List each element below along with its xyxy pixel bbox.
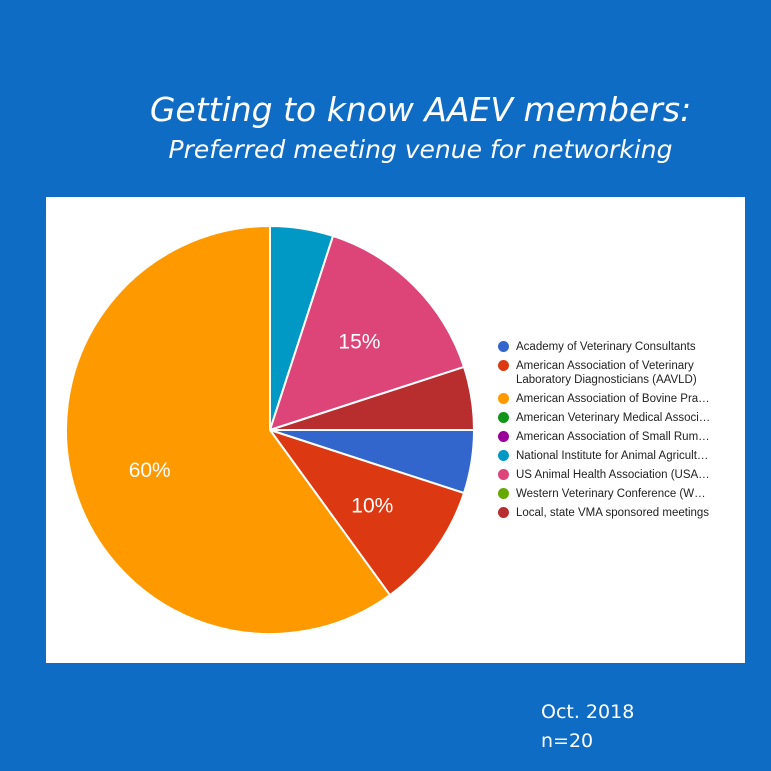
sample-size: n=20 bbox=[541, 730, 594, 752]
legend-swatch bbox=[498, 431, 509, 442]
legend-label: National Institute for Animal Agricult… bbox=[516, 450, 709, 462]
legend-item: Local, state VMA sponsored meetings bbox=[498, 506, 738, 520]
legend-label: American Veterinary Medical Associ… bbox=[516, 412, 711, 424]
pie-slice-american-association-of-bovine-pra bbox=[65, 224, 392, 635]
legend-label: Western Veterinary Conference (W… bbox=[516, 488, 706, 500]
legend-item: American Association of Veterinary Labor… bbox=[498, 359, 738, 387]
legend-label: American Association of Bovine Pra… bbox=[516, 393, 710, 405]
legend-item: US Animal Health Association (USA… bbox=[498, 468, 738, 482]
pie-slice-american-association-of-veterinary-labor bbox=[267, 428, 466, 597]
slice-data-label: 60% bbox=[129, 459, 171, 482]
legend-item: National Institute for Animal Agricult… bbox=[498, 449, 738, 463]
chart-legend: Academy of Veterinary Consultants America… bbox=[498, 340, 738, 525]
chart-title: Getting to know AAEV members: Preferred … bbox=[0, 88, 771, 168]
legend-swatch bbox=[498, 393, 509, 404]
legend-swatch bbox=[498, 341, 509, 352]
legend-label: US Animal Health Association (USA… bbox=[516, 469, 710, 481]
legend-item: Western Veterinary Conference (W… bbox=[498, 487, 738, 501]
slice-data-label: 15% bbox=[338, 331, 380, 354]
pie-slice-us-animal-health-association-usa bbox=[268, 234, 466, 432]
legend-label: Local, state VMA sponsored meetings bbox=[516, 507, 710, 519]
footer: Oct. 2018 n=20 bbox=[541, 698, 634, 756]
legend-swatch bbox=[498, 412, 509, 423]
legend-item: American Association of Bovine Pra… bbox=[498, 392, 738, 406]
title-line-2: Preferred meeting venue for networking bbox=[168, 135, 673, 164]
legend-item: Academy of Veterinary Consultants bbox=[498, 340, 738, 354]
legend-label: American Association of Veterinary Labor… bbox=[516, 360, 697, 386]
legend-label: Academy of Veterinary Consultants bbox=[516, 341, 696, 353]
legend-item: American Veterinary Medical Associ… bbox=[498, 411, 738, 425]
chart-panel: 15% 10% 60% Academy of Veterinary Consulta… bbox=[46, 197, 745, 663]
slice-data-label: 10% bbox=[351, 494, 393, 517]
legend-swatch bbox=[498, 469, 509, 480]
pie-chart: 15% 10% 60% bbox=[65, 224, 476, 635]
legend-item: American Association of Small Rum… bbox=[498, 430, 738, 444]
legend-swatch bbox=[498, 360, 509, 371]
survey-date: Oct. 2018 bbox=[541, 701, 635, 723]
legend-label: American Association of Small Rum… bbox=[516, 431, 710, 443]
legend-swatch bbox=[498, 450, 509, 461]
legend-swatch bbox=[498, 507, 509, 518]
legend-swatch bbox=[498, 488, 509, 499]
title-line-1: Getting to know AAEV members: bbox=[149, 90, 692, 129]
